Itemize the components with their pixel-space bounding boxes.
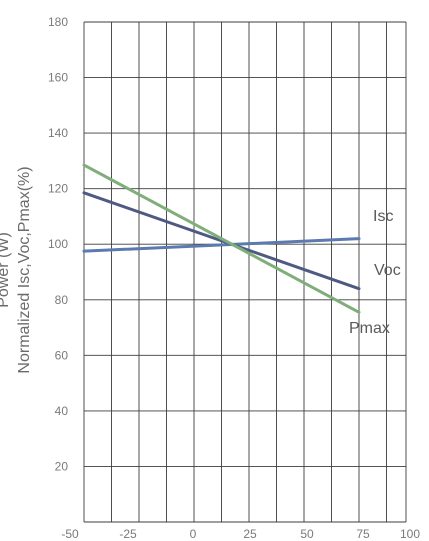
y-tick-label: 80 bbox=[55, 293, 69, 307]
x-tick-label: 0 bbox=[190, 527, 197, 541]
x-tick-label: -50 bbox=[61, 527, 79, 541]
series-label-pmax: Pmax bbox=[349, 320, 390, 337]
series-labels: Isc Voc Pmax bbox=[349, 208, 401, 337]
x-tick-label: 100 bbox=[400, 527, 420, 541]
series-line-voc bbox=[82, 191, 361, 291]
x-tick-label: 75 bbox=[356, 527, 370, 541]
y-tick-label: 60 bbox=[55, 348, 69, 362]
y-axis-label-line-1: Power (W) bbox=[0, 232, 12, 308]
y-tick-label: 20 bbox=[55, 459, 69, 473]
series-lines bbox=[82, 163, 361, 314]
y-axis-label: Power (W) Normalized Isc,Voc,Pmax(%) bbox=[0, 166, 33, 373]
x-tick-label: -25 bbox=[119, 527, 137, 541]
y-tick-label: 160 bbox=[48, 71, 68, 85]
x-tick-label: 25 bbox=[243, 527, 257, 541]
y-tick-label: 40 bbox=[55, 404, 69, 418]
y-tick-label: 120 bbox=[48, 182, 68, 196]
y-tick-label: 140 bbox=[48, 126, 68, 140]
y-tick-label: 180 bbox=[48, 15, 68, 29]
series-line-isc bbox=[82, 237, 361, 253]
series-label-isc: Isc bbox=[373, 208, 393, 225]
tick-labels: 20 40 60 80 100 120 140 160 180 -50 -25 0 25 50 75 100 bbox=[48, 15, 420, 541]
x-tick-label: 50 bbox=[300, 527, 314, 541]
series-label-voc: Voc bbox=[374, 262, 401, 279]
y-tick-label: 100 bbox=[48, 237, 68, 251]
y-axis-label-line-2: Normalized Isc,Voc,Pmax(%) bbox=[16, 166, 33, 373]
grid bbox=[83, 21, 407, 523]
series-line-pmax bbox=[82, 163, 361, 314]
